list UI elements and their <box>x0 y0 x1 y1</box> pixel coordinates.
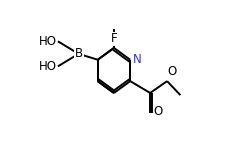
Text: N: N <box>133 52 142 66</box>
Text: HO: HO <box>38 35 56 48</box>
Text: O: O <box>153 105 163 118</box>
Text: B: B <box>74 47 83 60</box>
Text: O: O <box>168 65 177 78</box>
Text: HO: HO <box>38 60 56 73</box>
Text: F: F <box>111 32 117 45</box>
